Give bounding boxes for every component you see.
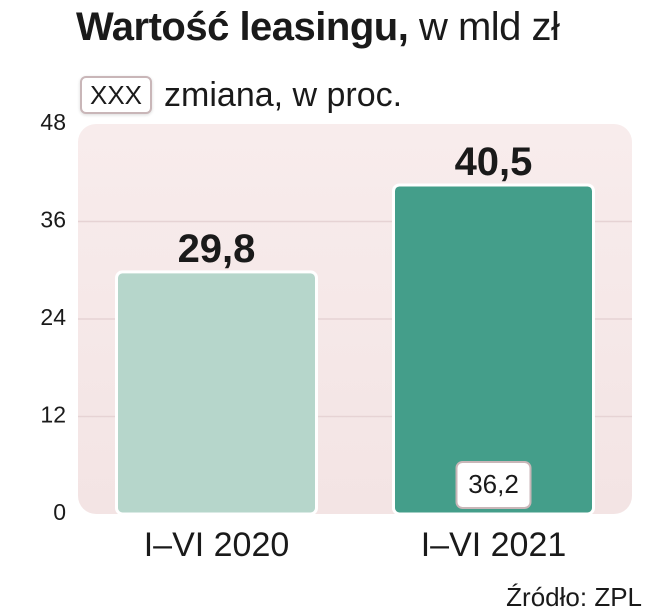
bar-1 (115, 270, 318, 516)
y-tick-label: 12 (40, 402, 66, 428)
legend: XXX zmiana, w proc. (80, 74, 402, 116)
value-label-2: 40,5 (455, 140, 533, 184)
source-note: Źródło: ZPL (506, 582, 642, 612)
change-badge-2 (455, 461, 532, 509)
category-label-1: I–VI 2020 (144, 526, 290, 564)
y-tick-label: 0 (53, 499, 66, 525)
title-bold: Wartość leasingu, (76, 5, 409, 49)
legend-text: zmiana, w proc. (164, 75, 403, 114)
title-unit: w mld zł (418, 5, 560, 49)
y-tick-label: 48 (40, 109, 66, 135)
change-label-2: 36,2 (468, 469, 519, 499)
y-tick-label: 24 (40, 304, 66, 330)
category-label-2: I–VI 2021 (421, 526, 567, 564)
chart-title: Wartość leasingu, w mld zł (76, 4, 560, 50)
bar-2 (392, 183, 595, 516)
legend-box: XXX (80, 76, 153, 114)
value-label-1: 29,8 (178, 227, 256, 271)
y-tick-label: 36 (40, 207, 66, 233)
